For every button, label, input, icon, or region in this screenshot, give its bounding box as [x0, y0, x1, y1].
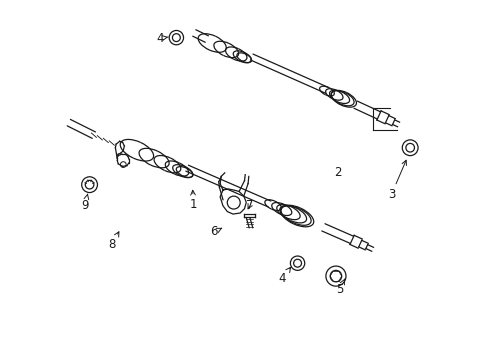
Text: 9: 9 [81, 194, 88, 212]
Text: 7: 7 [245, 199, 253, 212]
Text: 4: 4 [156, 32, 168, 45]
Text: 3: 3 [387, 160, 406, 201]
Text: 2: 2 [333, 166, 341, 179]
Text: 6: 6 [210, 225, 222, 238]
Text: 1: 1 [189, 190, 197, 211]
Text: 8: 8 [108, 232, 119, 251]
Text: 4: 4 [278, 267, 290, 285]
Text: 5: 5 [335, 279, 344, 296]
